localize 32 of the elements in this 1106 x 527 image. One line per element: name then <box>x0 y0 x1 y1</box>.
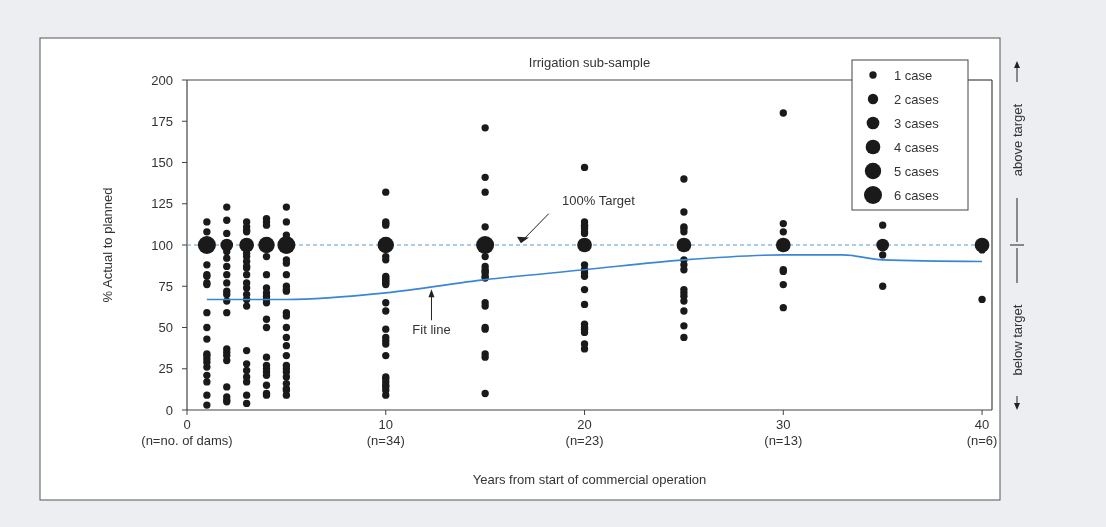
text: (n=23) <box>565 433 604 448</box>
x-tick-label: 10 <box>378 417 393 432</box>
y-tick-label: 150 <box>151 155 173 171</box>
legend-label: 3 cases <box>894 115 940 131</box>
text: below target <box>1009 304 1025 376</box>
annotation: Fit line <box>412 322 451 338</box>
x-tick-label: 20 <box>577 417 592 432</box>
y-tick-label: 75 <box>158 278 173 294</box>
legend-label: 6 cases <box>894 187 940 203</box>
y-tick-label: 0 <box>165 402 173 418</box>
y-axis-title: % Actual to planned <box>100 187 115 303</box>
text: (n=no. of dams) <box>141 433 233 448</box>
text: (n=34) <box>366 433 405 448</box>
legend-label: 1 case <box>894 67 933 83</box>
x-tick-label: 0 <box>183 417 191 432</box>
y-tick-label: 100 <box>151 237 173 253</box>
x-tick-label: 40 <box>974 417 990 432</box>
y-tick-label: 125 <box>151 196 173 212</box>
text: (n=6) <box>966 433 998 448</box>
y-tick-label: 50 <box>158 320 173 336</box>
y-tick-label: 25 <box>158 361 173 377</box>
x-axis-title: Years from start of commercial operation <box>472 472 707 487</box>
legend-label: 5 cases <box>894 163 940 179</box>
y-tick-label: 175 <box>151 113 173 129</box>
text: (n=13) <box>764 433 803 448</box>
text: above target <box>1009 103 1025 177</box>
y-tick-label: 200 <box>151 72 173 88</box>
legend-label: 4 cases <box>894 139 940 155</box>
ref-line-label: 100% Target <box>562 193 636 209</box>
x-tick-label: 30 <box>776 417 791 432</box>
legend-label: 2 cases <box>894 91 940 107</box>
chart-title: Irrigation sub-sample <box>528 55 651 70</box>
